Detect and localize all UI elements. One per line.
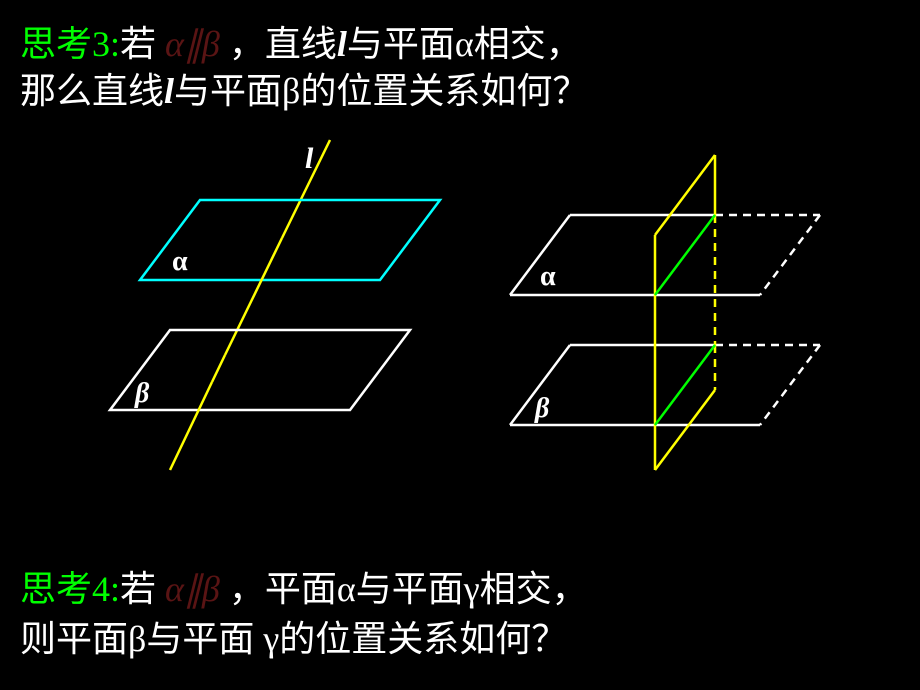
gamma-bottom xyxy=(655,390,715,470)
q3-tail1: ，直线 xyxy=(229,24,337,64)
q4-line1: 思考4:若 α∥β ，平面α与平面γ相交， xyxy=(20,560,588,612)
q3-condition: α∥β xyxy=(165,24,220,64)
q3-line2a: 那么直线 xyxy=(20,71,164,111)
line-l-bottom xyxy=(170,382,212,470)
label-alpha-left: α xyxy=(172,246,188,277)
q3-ruo: 若 xyxy=(120,24,156,64)
label-beta-left: β xyxy=(134,378,150,409)
alpha-right xyxy=(760,215,820,295)
q4-line2-text: 则平面β与平面 γ的位置关系如何？ xyxy=(20,619,567,659)
line-l-mid xyxy=(225,238,282,355)
label-beta-right: β xyxy=(534,393,550,424)
plane-beta xyxy=(110,330,410,410)
diagram-left: l α β xyxy=(70,120,470,490)
line-l-inbeta xyxy=(212,355,225,382)
label-l: l xyxy=(305,142,314,175)
slide-root: 思考3:若 α∥β ，直线l与平面α相交， 那么直线l与平面β的位置关系如何？ … xyxy=(0,0,920,690)
q4-ruo: 若 xyxy=(120,569,156,609)
label-alpha-right: α xyxy=(540,261,556,292)
q3-tail2: 与平面α相交， xyxy=(347,24,582,64)
q4-condition: α∥β xyxy=(165,569,220,609)
q4-label: 思考4: xyxy=(20,569,120,609)
gamma-top xyxy=(655,155,715,235)
intersection-beta xyxy=(655,345,715,425)
q3-label: 思考3: xyxy=(20,24,120,64)
beta-right xyxy=(760,345,820,425)
q3-l: l xyxy=(337,24,347,64)
q3-line2b: 与平面β的位置关系如何？ xyxy=(174,71,588,111)
intersection-alpha xyxy=(655,215,715,295)
q3-line1: 思考3:若 α∥β ，直线l与平面α相交， xyxy=(20,15,582,67)
q3-l2: l xyxy=(164,71,174,111)
diagram-right: α β xyxy=(470,120,900,490)
q3-line2: 那么直线l与平面β的位置关系如何？ xyxy=(20,62,588,114)
q4-tail: ，平面α与平面γ相交， xyxy=(229,569,588,609)
q4-line2: 则平面β与平面 γ的位置关系如何？ xyxy=(20,610,567,662)
